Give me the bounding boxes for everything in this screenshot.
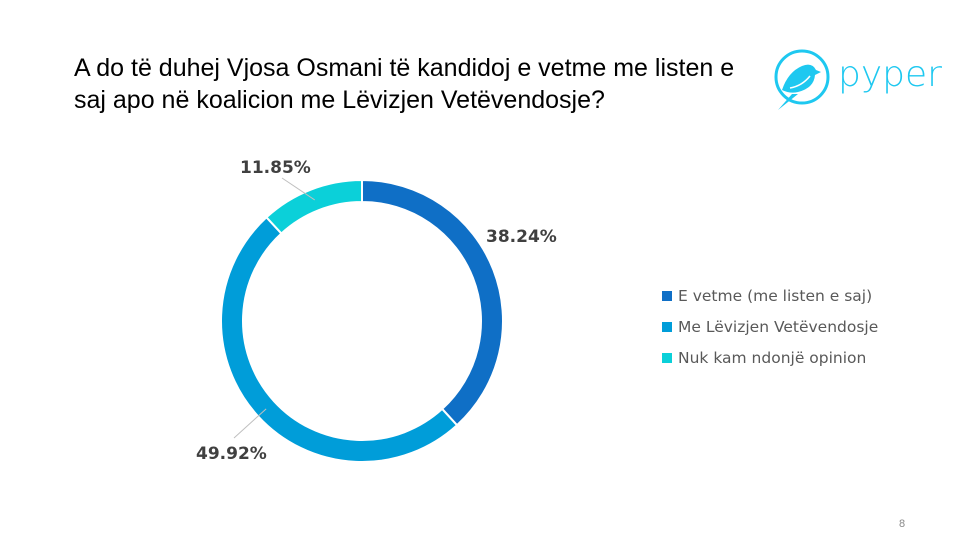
logo-text: pyper: [838, 54, 942, 95]
slide-title: A do të duhej Vjosa Osmani të kandidoj e…: [74, 54, 735, 114]
legend-swatch: [662, 321, 672, 332]
legend-label: E vetme (me listen e saj): [678, 286, 873, 305]
legend-swatch: [662, 290, 672, 301]
page-number: 8: [899, 518, 906, 530]
legend-item: E vetme (me listen e saj): [662, 280, 878, 311]
leader-line-2: [281, 177, 315, 201]
legend: E vetme (me listen e saj) Me Lëvizjen Ve…: [662, 280, 878, 373]
pyper-logo: pyper: [768, 44, 953, 119]
donut-slice-2: [265, 178, 363, 235]
legend-label: Nuk kam ndonjë opinion: [678, 348, 867, 367]
donut-slice-0: [361, 178, 504, 427]
leader-line-1: [233, 408, 267, 439]
data-label-1: 49.92%: [196, 444, 267, 464]
data-label-2: 11.85%: [240, 158, 311, 178]
legend-item: Nuk kam ndonjë opinion: [662, 342, 878, 373]
donut-slice-1: [220, 215, 459, 463]
legend-item: Me Lëvizjen Vetëvendosje: [662, 311, 878, 342]
legend-swatch: [662, 352, 672, 363]
bird-icon: [778, 64, 821, 110]
data-label-0: 38.24%: [486, 227, 557, 247]
legend-label: Me Lëvizjen Vetëvendosje: [678, 317, 879, 336]
